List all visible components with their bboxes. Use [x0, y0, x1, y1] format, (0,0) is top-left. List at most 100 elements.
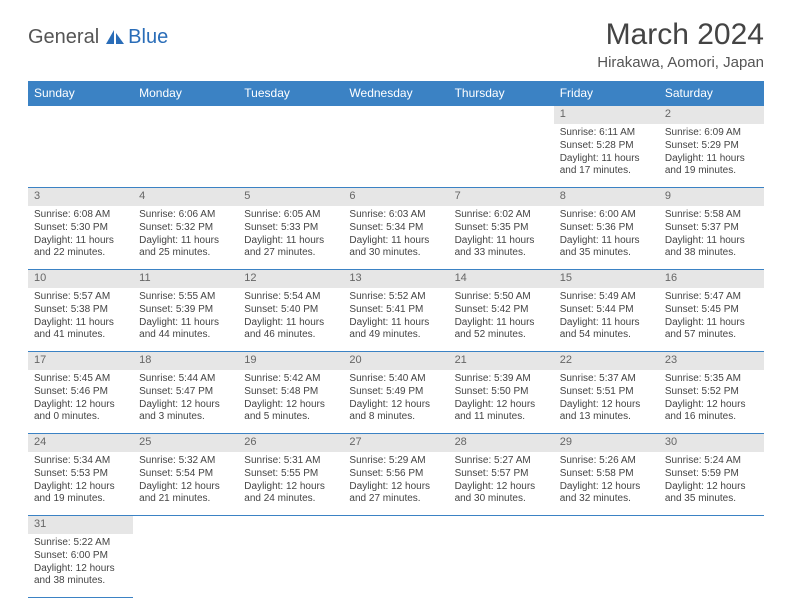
calendar-cell: 29Sunrise: 5:26 AMSunset: 5:58 PMDayligh…: [554, 434, 659, 516]
day-number: 19: [238, 352, 343, 370]
day-details: Sunrise: 6:03 AMSunset: 5:34 PMDaylight:…: [343, 206, 448, 265]
day-number: 27: [343, 434, 448, 452]
calendar-cell: 25Sunrise: 5:32 AMSunset: 5:54 PMDayligh…: [133, 434, 238, 516]
sunset-line: Sunset: 5:29 PM: [665, 140, 758, 153]
daylight-line: Daylight: 12 hours and 21 minutes.: [139, 481, 232, 506]
calendar-cell: 7Sunrise: 6:02 AMSunset: 5:35 PMDaylight…: [449, 188, 554, 270]
sunset-line: Sunset: 5:37 PM: [665, 222, 758, 235]
day-details: Sunrise: 5:52 AMSunset: 5:41 PMDaylight:…: [343, 288, 448, 347]
daylight-line: Daylight: 12 hours and 13 minutes.: [560, 399, 653, 424]
daylight-line: Daylight: 12 hours and 35 minutes.: [665, 481, 758, 506]
sunset-line: Sunset: 5:47 PM: [139, 386, 232, 399]
calendar-row: 3Sunrise: 6:08 AMSunset: 5:30 PMDaylight…: [28, 188, 764, 270]
day-details: Sunrise: 5:26 AMSunset: 5:58 PMDaylight:…: [554, 452, 659, 511]
day-number: 6: [343, 188, 448, 206]
day-number: 31: [28, 516, 133, 534]
sunrise-line: Sunrise: 5:49 AM: [560, 291, 653, 304]
day-number: 12: [238, 270, 343, 288]
day-details: Sunrise: 5:50 AMSunset: 5:42 PMDaylight:…: [449, 288, 554, 347]
calendar-cell: [449, 106, 554, 188]
day-details: Sunrise: 6:05 AMSunset: 5:33 PMDaylight:…: [238, 206, 343, 265]
day-details: Sunrise: 6:08 AMSunset: 5:30 PMDaylight:…: [28, 206, 133, 265]
day-number: 18: [133, 352, 238, 370]
calendar-cell: 2 Sunrise: 6:09 AMSunset: 5:29 PMDaylight…: [659, 106, 764, 188]
sunrise-line: Sunrise: 5:35 AM: [665, 373, 758, 386]
calendar-cell: [133, 106, 238, 188]
day-number: 4: [133, 188, 238, 206]
calendar-cell: 9Sunrise: 5:58 AMSunset: 5:37 PMDaylight…: [659, 188, 764, 270]
calendar-row: 24Sunrise: 5:34 AMSunset: 5:53 PMDayligh…: [28, 434, 764, 516]
sunrise-line: Sunrise: 5:26 AM: [560, 455, 653, 468]
sunset-line: Sunset: 5:52 PM: [665, 386, 758, 399]
sunrise-line: Sunrise: 6:08 AM: [34, 209, 127, 222]
daylight-line: Daylight: 11 hours and 54 minutes.: [560, 317, 653, 342]
sunset-line: Sunset: 5:59 PM: [665, 468, 758, 481]
day-number: 7: [449, 188, 554, 206]
daylight-line: Daylight: 12 hours and 30 minutes.: [455, 481, 548, 506]
calendar-cell: 18Sunrise: 5:44 AMSunset: 5:47 PMDayligh…: [133, 352, 238, 434]
calendar-cell: 8Sunrise: 6:00 AMSunset: 5:36 PMDaylight…: [554, 188, 659, 270]
sunset-line: Sunset: 5:32 PM: [139, 222, 232, 235]
daylight-line: Daylight: 12 hours and 24 minutes.: [244, 481, 337, 506]
day-details: Sunrise: 5:44 AMSunset: 5:47 PMDaylight:…: [133, 370, 238, 429]
day-details: Sunrise: 6:11 AMSunset: 5:28 PMDaylight:…: [554, 124, 659, 183]
day-number: 2: [659, 106, 764, 124]
sunset-line: Sunset: 5:41 PM: [349, 304, 442, 317]
sunrise-line: Sunrise: 5:32 AM: [139, 455, 232, 468]
day-number: 28: [449, 434, 554, 452]
sunset-line: Sunset: 5:57 PM: [455, 468, 548, 481]
calendar-cell: 12 Sunrise: 5:54 AMSunset: 5:40 PMDayligh…: [238, 270, 343, 352]
calendar-cell: [238, 106, 343, 188]
sunset-line: Sunset: 5:45 PM: [665, 304, 758, 317]
daylight-line: Daylight: 12 hours and 11 minutes.: [455, 399, 548, 424]
day-details: Sunrise: 5:24 AMSunset: 5:59 PMDaylight:…: [659, 452, 764, 511]
sunrise-line: Sunrise: 6:06 AM: [139, 209, 232, 222]
logo-sail-icon: [104, 28, 126, 46]
day-details: Sunrise: 6:06 AMSunset: 5:32 PMDaylight:…: [133, 206, 238, 265]
sunset-line: Sunset: 5:58 PM: [560, 468, 653, 481]
daylight-line: Daylight: 11 hours and 19 minutes.: [665, 153, 758, 178]
weekday-header: Tuesday: [238, 81, 343, 106]
day-details: Sunrise: 5:45 AMSunset: 5:46 PMDaylight:…: [28, 370, 133, 429]
day-details: Sunrise: 5:49 AMSunset: 5:44 PMDaylight:…: [554, 288, 659, 347]
daylight-line: Daylight: 11 hours and 38 minutes.: [665, 235, 758, 260]
sunrise-line: Sunrise: 5:54 AM: [244, 291, 337, 304]
sunrise-line: Sunrise: 5:31 AM: [244, 455, 337, 468]
calendar-cell: 10Sunrise: 5:57 AMSunset: 5:38 PMDayligh…: [28, 270, 133, 352]
sunrise-line: Sunrise: 5:44 AM: [139, 373, 232, 386]
day-details: Sunrise: 6:02 AMSunset: 5:35 PMDaylight:…: [449, 206, 554, 265]
day-number: 23: [659, 352, 764, 370]
calendar-cell: 13Sunrise: 5:52 AMSunset: 5:41 PMDayligh…: [343, 270, 448, 352]
calendar-cell: 1Sunrise: 6:11 AMSunset: 5:28 PMDaylight…: [554, 106, 659, 188]
calendar-cell: 16Sunrise: 5:47 AMSunset: 5:45 PMDayligh…: [659, 270, 764, 352]
calendar-cell: 19Sunrise: 5:42 AMSunset: 5:48 PMDayligh…: [238, 352, 343, 434]
day-number: 30: [659, 434, 764, 452]
sunset-line: Sunset: 5:46 PM: [34, 386, 127, 399]
daylight-line: Daylight: 11 hours and 17 minutes.: [560, 153, 653, 178]
sunrise-line: Sunrise: 5:34 AM: [34, 455, 127, 468]
calendar-row: 10Sunrise: 5:57 AMSunset: 5:38 PMDayligh…: [28, 270, 764, 352]
calendar-cell: [238, 516, 343, 598]
daylight-line: Daylight: 12 hours and 32 minutes.: [560, 481, 653, 506]
daylight-line: Daylight: 11 hours and 30 minutes.: [349, 235, 442, 260]
daylight-line: Daylight: 11 hours and 52 minutes.: [455, 317, 548, 342]
calendar-cell: 28Sunrise: 5:27 AMSunset: 5:57 PMDayligh…: [449, 434, 554, 516]
sunset-line: Sunset: 5:35 PM: [455, 222, 548, 235]
calendar-cell: 6Sunrise: 6:03 AMSunset: 5:34 PMDaylight…: [343, 188, 448, 270]
sunset-line: Sunset: 5:48 PM: [244, 386, 337, 399]
sunset-line: Sunset: 5:36 PM: [560, 222, 653, 235]
day-number: 14: [449, 270, 554, 288]
calendar-cell: [28, 106, 133, 188]
sunset-line: Sunset: 5:28 PM: [560, 140, 653, 153]
daylight-line: Daylight: 11 hours and 46 minutes.: [244, 317, 337, 342]
weekday-header: Sunday: [28, 81, 133, 106]
day-details: Sunrise: 5:35 AMSunset: 5:52 PMDaylight:…: [659, 370, 764, 429]
sunset-line: Sunset: 5:38 PM: [34, 304, 127, 317]
sunrise-line: Sunrise: 6:09 AM: [665, 127, 758, 140]
calendar-table: SundayMondayTuesdayWednesdayThursdayFrid…: [28, 81, 764, 598]
calendar-cell: 31Sunrise: 5:22 AMSunset: 6:00 PMDayligh…: [28, 516, 133, 598]
day-details: Sunrise: 5:34 AMSunset: 5:53 PMDaylight:…: [28, 452, 133, 511]
calendar-cell: 23Sunrise: 5:35 AMSunset: 5:52 PMDayligh…: [659, 352, 764, 434]
sunset-line: Sunset: 5:40 PM: [244, 304, 337, 317]
daylight-line: Daylight: 11 hours and 44 minutes.: [139, 317, 232, 342]
